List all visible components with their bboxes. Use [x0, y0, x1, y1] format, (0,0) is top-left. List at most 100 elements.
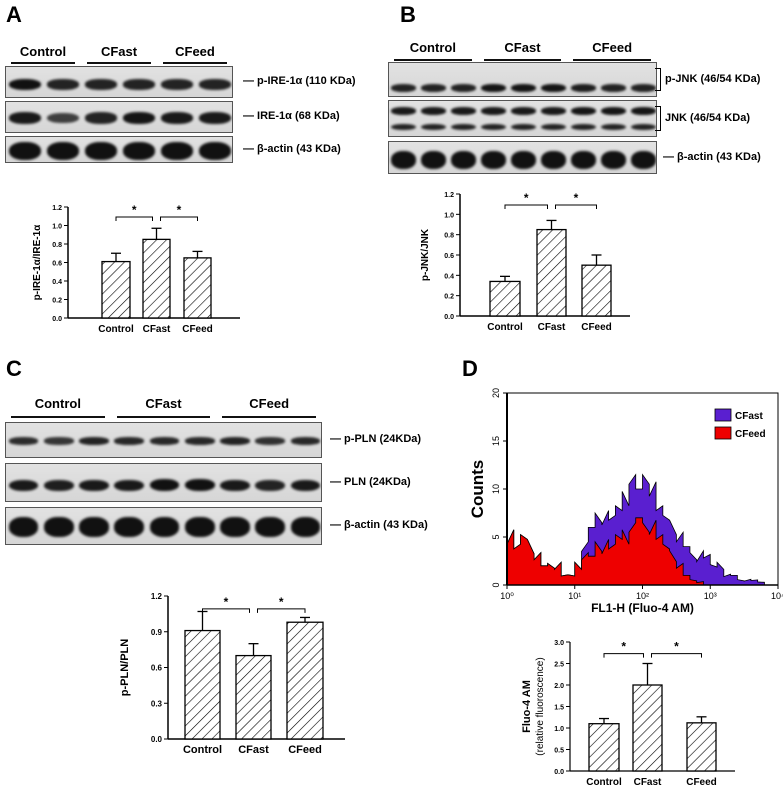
group-underline — [573, 59, 651, 61]
blot-band — [199, 79, 231, 90]
y-tick-label: 0.0 — [554, 769, 564, 776]
blot-band — [481, 151, 507, 170]
blot-band — [570, 123, 596, 131]
x-tick-label: 10³ — [704, 591, 717, 601]
blot-band — [8, 479, 39, 492]
blot-band — [220, 479, 250, 492]
blot-band — [161, 141, 193, 160]
significance-bracket — [115, 216, 153, 221]
blot-band — [85, 141, 117, 160]
blot-band — [9, 112, 41, 124]
y-tick-label: 2.0 — [554, 683, 564, 690]
x-tick-label: Control — [487, 322, 523, 333]
x-tick-label: CFeed — [686, 777, 717, 788]
blot-band — [161, 112, 193, 124]
y-tick-label: 0.0 — [444, 314, 454, 321]
x-tick-label: Control — [183, 744, 222, 756]
panel-label-d: D — [462, 356, 478, 381]
blot-band — [123, 79, 155, 90]
blot-band — [570, 107, 596, 116]
significance-star: * — [621, 640, 626, 654]
y-tick-label: 1.0 — [554, 726, 564, 733]
blot-band — [391, 123, 417, 131]
blot-band — [8, 437, 39, 445]
bar-control — [101, 260, 131, 319]
blot-band — [114, 437, 145, 445]
y-tick-label: 0.8 — [52, 242, 62, 249]
blot-label: JNK (46/54 KDa) — [665, 111, 750, 124]
group-header-cfast: CFast — [100, 44, 138, 59]
y-tick-label: 0.8 — [444, 233, 454, 240]
blot-band — [47, 141, 79, 160]
y-tick-label: 1.5 — [554, 705, 564, 712]
group-underline — [394, 59, 472, 61]
blot-band — [184, 437, 215, 445]
y-tick-label: 1.2 — [151, 592, 163, 601]
bar-control — [184, 629, 221, 740]
blot-band — [510, 151, 537, 170]
blot-band — [199, 141, 231, 160]
group-underline — [11, 416, 105, 418]
y-tick-label: 0.4 — [444, 273, 454, 280]
x-tick-label: 10¹ — [568, 591, 581, 601]
blot-strip — [5, 422, 322, 458]
group-underline — [87, 62, 151, 64]
blot-band — [47, 112, 79, 124]
panel-label-a: A — [6, 2, 22, 27]
x-tick-label: 10⁰ — [500, 591, 514, 601]
y-axis-sublabel: (relative fluoroscence) — [535, 657, 546, 755]
blot-band — [391, 107, 417, 116]
significance-bracket — [504, 204, 548, 209]
x-tick-label: CFeed — [581, 322, 612, 333]
blot-band — [630, 151, 656, 170]
bracket-icon — [655, 106, 661, 131]
blot-band — [184, 479, 215, 492]
legend-swatch-cfeed — [714, 426, 732, 440]
bracket-icon — [655, 68, 661, 91]
blot-band — [630, 107, 656, 116]
blot-band — [540, 151, 566, 170]
blot-band — [570, 84, 596, 92]
significance-star: * — [674, 640, 679, 654]
x-tick-label: CFast — [538, 322, 566, 333]
blot-band — [199, 112, 231, 124]
blot-band — [481, 107, 507, 116]
blot-band — [85, 112, 117, 124]
significance-star: * — [574, 191, 579, 205]
group-header-control: Control — [409, 40, 456, 55]
y-tick-label: 15 — [491, 436, 501, 446]
blot-label: — IRE-1α (68 KDa) — [243, 110, 340, 122]
bar-cfast — [536, 228, 567, 317]
significance-star: * — [177, 203, 182, 217]
blot-band — [421, 123, 447, 131]
blot-band — [510, 84, 537, 93]
y-tick-label: 2.5 — [554, 662, 564, 669]
significance-star: * — [279, 595, 284, 609]
y-tick-label: 20 — [491, 388, 501, 398]
y-tick-label: 0.2 — [52, 298, 62, 305]
blot-band — [600, 84, 626, 92]
blot-band — [600, 123, 626, 131]
blot-band — [451, 123, 477, 131]
blot-band — [44, 437, 74, 445]
blot-band — [123, 112, 155, 124]
group-header-cfast: CFast — [145, 396, 182, 411]
y-tick-label: 0.6 — [52, 261, 62, 268]
x-tick-label: Control — [586, 777, 622, 788]
x-tick-label: CFast — [634, 777, 662, 788]
blot-band — [149, 437, 180, 445]
x-tick-label: 10² — [636, 591, 649, 601]
y-axis-label: p-IRE-1α/IRE-1α — [32, 224, 43, 300]
blot-band — [47, 79, 79, 90]
group-underline — [116, 416, 211, 418]
blot-band — [9, 141, 41, 160]
y-axis-label: Fluo-4 AM — [521, 680, 533, 733]
legend-label: CFeed — [735, 429, 766, 440]
y-axis-label: p-PLN/PLN — [119, 639, 131, 696]
blot-label: — p-IRE-1α (110 KDa) — [243, 75, 356, 87]
x-tick-label: 10⁴ — [771, 591, 783, 601]
blot-band — [184, 517, 215, 537]
significance-bracket — [603, 653, 644, 658]
blot-band — [290, 437, 321, 445]
group-header-cfeed: CFeed — [592, 40, 633, 55]
